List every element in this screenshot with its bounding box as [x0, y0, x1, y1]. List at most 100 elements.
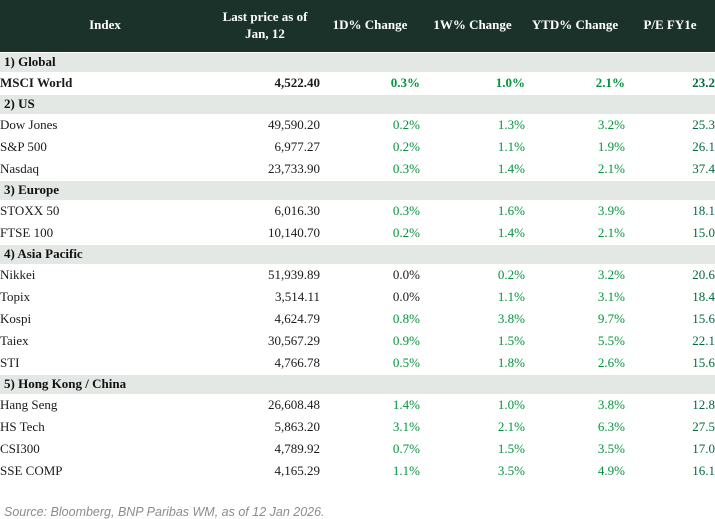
- change-1w-cell: 1.4%: [420, 222, 525, 244]
- last-price-cell: 3,514.11: [210, 286, 320, 308]
- change-1d-cell: 1.4%: [320, 394, 420, 416]
- change-1d-cell: 3.1%: [320, 416, 420, 438]
- section-row: 3) Europe: [0, 179, 715, 201]
- pe-cell: 26.1: [625, 136, 715, 158]
- pe-cell: 18.4: [625, 286, 715, 308]
- index-name-cell: Topix: [0, 286, 210, 308]
- change-1d-cell: 0.2%: [320, 114, 420, 136]
- table-row: Nikkei 51,939.89 0.0% 0.2% 3.2% 20.6: [0, 264, 715, 286]
- table-row: MSCI World 4,522.40 0.3% 1.0% 2.1% 23.2: [0, 72, 715, 94]
- last-price-cell: 4,766.78: [210, 352, 320, 374]
- pe-cell: 17.0: [625, 438, 715, 460]
- change-1d-cell: 0.3%: [320, 72, 420, 94]
- column-header-1d-change: 1D% Change: [320, 0, 420, 52]
- table-row: HS Tech 5,863.20 3.1% 2.1% 6.3% 27.5: [0, 416, 715, 438]
- column-header-index: Index: [0, 0, 210, 52]
- last-price-cell: 6,016.30: [210, 200, 320, 222]
- index-name-cell: Kospi: [0, 308, 210, 330]
- index-name-cell: SSE COMP: [0, 460, 210, 482]
- pe-cell: 27.5: [625, 416, 715, 438]
- market-indices-table: Index Last price as of Jan, 12 1D% Chang…: [0, 0, 715, 482]
- change-1w-cell: 1.6%: [420, 200, 525, 222]
- change-ytd-cell: 3.5%: [525, 438, 625, 460]
- table-header: Index Last price as of Jan, 12 1D% Chang…: [0, 0, 715, 52]
- change-ytd-cell: 2.1%: [525, 72, 625, 94]
- section-label: 3) Europe: [0, 179, 715, 201]
- table-row: SSE COMP 4,165.29 1.1% 3.5% 4.9% 16.1: [0, 460, 715, 482]
- last-price-cell: 4,624.79: [210, 308, 320, 330]
- change-1d-cell: 0.0%: [320, 286, 420, 308]
- change-ytd-cell: 3.2%: [525, 114, 625, 136]
- table-row: Taiex 30,567.29 0.9% 1.5% 5.5% 22.1: [0, 330, 715, 352]
- pe-cell: 12.8: [625, 394, 715, 416]
- change-1w-cell: 3.8%: [420, 308, 525, 330]
- last-price-cell: 4,522.40: [210, 72, 320, 94]
- section-label: 5) Hong Kong / China: [0, 373, 715, 395]
- table-body: 1) Global MSCI World 4,522.40 0.3% 1.0% 2.1% 2…: [0, 51, 715, 482]
- table-row: S&P 500 6,977.27 0.2% 1.1% 1.9% 26.1: [0, 136, 715, 158]
- change-1w-cell: 1.5%: [420, 438, 525, 460]
- last-price-cell: 49,590.20: [210, 114, 320, 136]
- change-1w-cell: 1.8%: [420, 352, 525, 374]
- index-name-cell: MSCI World: [0, 72, 210, 94]
- last-price-cell: 4,789.92: [210, 438, 320, 460]
- table-row: Hang Seng 26,608.48 1.4% 1.0% 3.8% 12.8: [0, 394, 715, 416]
- table-row: STI 4,766.78 0.5% 1.8% 2.6% 15.6: [0, 352, 715, 374]
- index-name-cell: HS Tech: [0, 416, 210, 438]
- change-1w-cell: 1.0%: [420, 72, 525, 94]
- change-ytd-cell: 2.1%: [525, 222, 625, 244]
- change-1d-cell: 0.5%: [320, 352, 420, 374]
- table-row: CSI300 4,789.92 0.7% 1.5% 3.5% 17.0: [0, 438, 715, 460]
- change-1d-cell: 0.8%: [320, 308, 420, 330]
- index-name-cell: Taiex: [0, 330, 210, 352]
- change-ytd-cell: 2.1%: [525, 158, 625, 180]
- change-ytd-cell: 3.9%: [525, 200, 625, 222]
- column-header-pe: P/E FY1e: [625, 0, 715, 52]
- last-price-header-line1: Last price as of: [222, 8, 308, 24]
- table-row: Topix 3,514.11 0.0% 1.1% 3.1% 18.4: [0, 286, 715, 308]
- change-1d-cell: 0.0%: [320, 264, 420, 286]
- index-name-cell: FTSE 100: [0, 222, 210, 244]
- section-row: 1) Global: [0, 51, 715, 73]
- pe-cell: 15.6: [625, 308, 715, 330]
- index-name-cell: CSI300: [0, 438, 210, 460]
- section-label: 2) US: [0, 93, 715, 115]
- source-note: Source: Bloomberg, BNP Paribas WM, as of…: [4, 505, 325, 519]
- pe-cell: 15.0: [625, 222, 715, 244]
- table-row: STOXX 50 6,016.30 0.3% 1.6% 3.9% 18.1: [0, 200, 715, 222]
- section-label: 1) Global: [0, 51, 715, 73]
- index-name-cell: Hang Seng: [0, 394, 210, 416]
- change-1d-cell: 0.9%: [320, 330, 420, 352]
- change-1w-cell: 3.5%: [420, 460, 525, 482]
- index-name-cell: STI: [0, 352, 210, 374]
- index-name-cell: S&P 500: [0, 136, 210, 158]
- last-price-cell: 5,863.20: [210, 416, 320, 438]
- last-price-cell: 30,567.29: [210, 330, 320, 352]
- last-price-cell: 26,608.48: [210, 394, 320, 416]
- table-row: FTSE 100 10,140.70 0.2% 1.4% 2.1% 15.0: [0, 222, 715, 244]
- change-1w-cell: 1.0%: [420, 394, 525, 416]
- section-row: 2) US: [0, 93, 715, 115]
- change-1d-cell: 0.3%: [320, 200, 420, 222]
- change-1w-cell: 2.1%: [420, 416, 525, 438]
- change-1d-cell: 0.2%: [320, 136, 420, 158]
- last-price-cell: 51,939.89: [210, 264, 320, 286]
- index-name-cell: Dow Jones: [0, 114, 210, 136]
- pe-cell: 23.2: [625, 72, 715, 94]
- change-ytd-cell: 6.3%: [525, 416, 625, 438]
- pe-cell: 15.6: [625, 352, 715, 374]
- pe-cell: 22.1: [625, 330, 715, 352]
- index-name-cell: Nikkei: [0, 264, 210, 286]
- index-name-cell: Nasdaq: [0, 158, 210, 180]
- change-1w-cell: 1.1%: [420, 286, 525, 308]
- last-price-header-line2: Jan, 12: [245, 25, 285, 41]
- section-row: 4) Asia Pacific: [0, 243, 715, 265]
- change-1d-cell: 0.2%: [320, 222, 420, 244]
- change-ytd-cell: 1.9%: [525, 136, 625, 158]
- column-header-last-price: Last price as of Jan, 12: [210, 0, 320, 52]
- column-header-1w-change: 1W% Change: [420, 0, 525, 52]
- pe-cell: 18.1: [625, 200, 715, 222]
- column-header-ytd-change: YTD% Change: [525, 0, 625, 52]
- last-price-cell: 23,733.90: [210, 158, 320, 180]
- change-1w-cell: 1.1%: [420, 136, 525, 158]
